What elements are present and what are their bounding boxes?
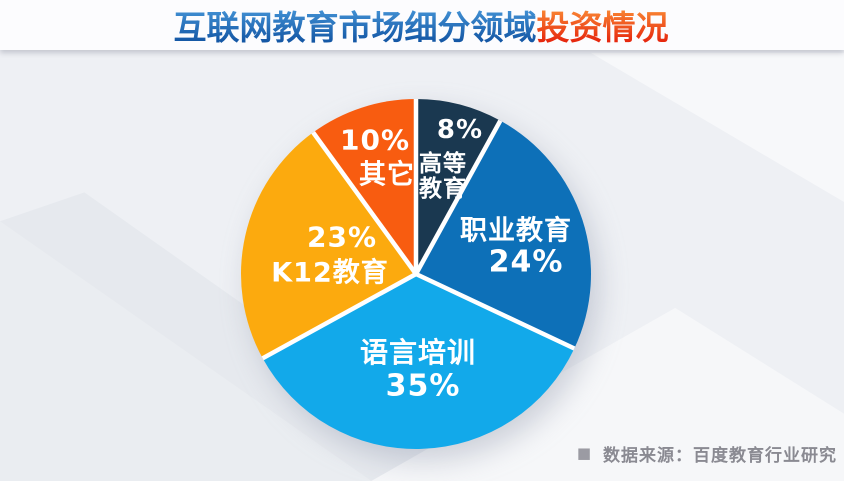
source-text: 数据来源：百度教育行业研究	[603, 446, 837, 466]
title-band: 互联网教育市场细分领域投资情况	[0, 0, 844, 50]
title-blue-part: 互联网教育市场细分领域	[174, 8, 537, 47]
title-red-part: 投资情况	[537, 8, 669, 47]
page-title-text: 互联网教育市场细分领域投资情况	[174, 8, 669, 47]
square-bullet-icon: ■	[576, 444, 591, 462]
page-title: 互联网教育市场细分领域投资情况	[174, 8, 669, 47]
pie-slice-vocational-education	[416, 120, 591, 349]
data-source: ■ 数据来源：百度教育行业研究	[576, 441, 837, 467]
slice-separator	[415, 271, 576, 351]
